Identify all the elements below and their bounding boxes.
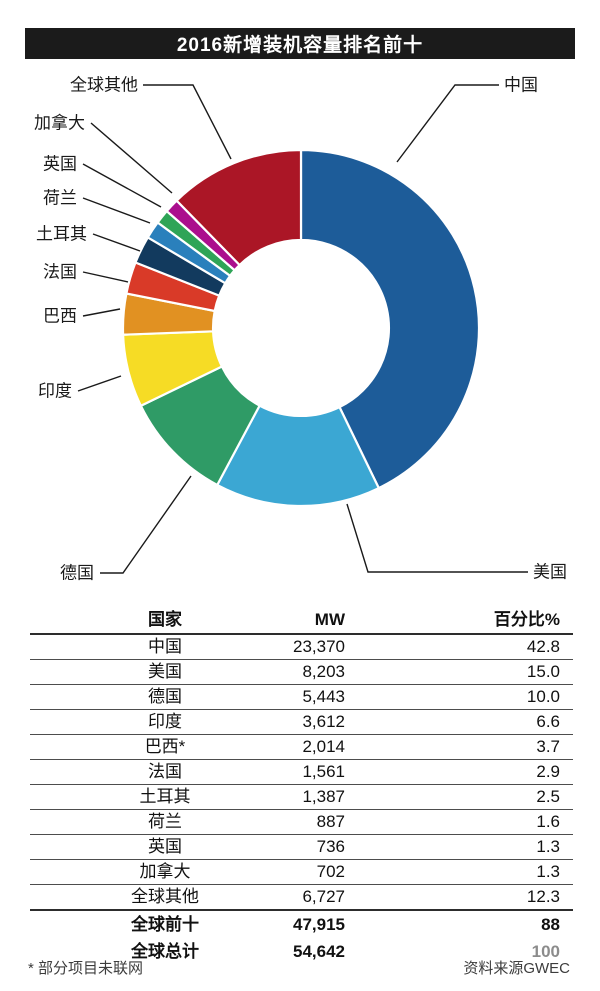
cell-mw: 3,612 — [302, 712, 345, 731]
chart-label-4: 印度 — [38, 382, 72, 401]
source-text: 资料来源GWEC — [463, 960, 570, 977]
cell-mw: 8,203 — [302, 662, 345, 681]
donut-slice-1 — [299, 148, 481, 490]
page-title: 2016新增装机容量排名前十 — [176, 35, 424, 56]
table-row: 中国 23,370 42.8 — [30, 635, 573, 660]
footnote-text: * 部分项目未联网 — [28, 960, 144, 977]
cell-country: 土耳其 — [139, 787, 191, 806]
total-label: 全球总计 — [131, 942, 199, 961]
column-header-country: 国家 — [148, 610, 182, 629]
chart-label-3: 德国 — [60, 564, 94, 583]
table-row: 巴西* 2,014 3.7 — [30, 735, 573, 760]
table-row: 全球其他 6,727 12.3 — [30, 885, 573, 911]
cell-country: 荷兰 — [148, 812, 182, 831]
cell-country: 法国 — [148, 762, 182, 781]
table-row: 印度 3,612 6.6 — [30, 710, 573, 735]
chart-label-1: 中国 — [504, 76, 538, 95]
cell-mw: 2,014 — [302, 737, 345, 756]
chart-label-6: 法国 — [43, 263, 77, 282]
cell-country: 巴西* — [144, 737, 186, 756]
column-header-mw: MW — [314, 610, 345, 629]
cell-percent: 12.3 — [526, 887, 560, 906]
total-label: 全球前十 — [131, 915, 199, 934]
cell-percent: 3.7 — [536, 737, 560, 756]
leader-line-6 — [82, 271, 129, 283]
cell-country: 印度 — [148, 712, 182, 731]
cell-country: 中国 — [148, 637, 182, 656]
chart-label-8: 荷兰 — [43, 189, 77, 208]
cell-percent: 1.6 — [536, 812, 560, 831]
leader-line-11 — [143, 84, 232, 160]
cell-percent: 10.0 — [526, 687, 560, 706]
chart-label-9: 英国 — [43, 155, 77, 174]
leader-line-7 — [92, 233, 141, 252]
table-row: 德国 5,443 10.0 — [30, 685, 573, 710]
title-bar: 2016新增装机容量排名前十 — [25, 28, 575, 59]
cell-country: 加拿大 — [139, 862, 191, 881]
leader-line-1 — [396, 84, 499, 163]
total-mw: 54,642 — [293, 942, 345, 961]
cell-mw: 5,443 — [302, 687, 345, 706]
leader-line-5 — [82, 308, 121, 317]
leader-line-2 — [346, 503, 528, 573]
leader-line-10 — [90, 122, 173, 194]
leader-line-4 — [77, 375, 122, 392]
total-mw: 47,915 — [293, 915, 345, 934]
cell-country: 全球其他 — [131, 887, 199, 906]
table-row: 英国 736 1.3 — [30, 835, 573, 860]
table-row: 土耳其 1,387 2.5 — [30, 785, 573, 810]
table-header-row: 国家 MW 百分比% — [30, 606, 573, 635]
table-body: 中国 23,370 42.8 美国 8,203 15.0 德国 5,443 10.0 印度 3,61… — [30, 635, 573, 911]
table-row: 美国 8,203 15.0 — [30, 660, 573, 685]
chart-label-2: 美国 — [533, 563, 567, 582]
cell-mw: 1,387 — [302, 787, 345, 806]
cell-mw: 1,561 — [302, 762, 345, 781]
table-row-top-ten-total: 全球前十 47,915 88 — [30, 911, 573, 938]
cell-percent: 2.5 — [536, 787, 560, 806]
table-row: 荷兰 887 1.6 — [30, 810, 573, 835]
cell-percent: 1.3 — [536, 862, 560, 881]
table-row-world-total: 全球总计 54,642 100 — [30, 938, 573, 965]
cell-mw: 23,370 — [293, 637, 345, 656]
cell-mw: 736 — [316, 837, 345, 856]
total-percent: 88 — [541, 915, 560, 934]
chart-label-5: 巴西 — [43, 307, 77, 326]
cell-percent: 2.9 — [536, 762, 560, 781]
chart-label-10: 加拿大 — [34, 113, 85, 133]
cell-percent: 6.6 — [536, 712, 560, 731]
footer: * 部分项目未联网 资料来源GWEC — [28, 957, 570, 978]
donut-slice-11 — [175, 148, 303, 267]
cell-country: 英国 — [148, 837, 182, 856]
donut-slice-2 — [215, 404, 381, 508]
cell-country: 美国 — [148, 662, 182, 681]
cell-mw: 702 — [316, 862, 345, 881]
cell-percent: 1.3 — [536, 837, 560, 856]
cell-percent: 42.8 — [526, 637, 560, 656]
cell-mw: 887 — [316, 812, 345, 831]
capacity-table: 国家 MW 百分比% 中国 23,370 42.8 美国 8,203 15.0 德国 5,44… — [30, 606, 573, 965]
leader-line-9 — [82, 163, 162, 208]
table-row: 法国 1,561 2.9 — [30, 760, 573, 785]
chart-label-7: 土耳其 — [36, 225, 87, 244]
total-percent: 100 — [531, 942, 560, 961]
chart-label-11: 全球其他 — [70, 76, 138, 95]
cell-percent: 15.0 — [526, 662, 560, 681]
cell-country: 德国 — [148, 687, 182, 706]
cell-mw: 6,727 — [302, 887, 345, 906]
leader-line-8 — [82, 197, 151, 224]
table-row: 加拿大 702 1.3 — [30, 860, 573, 885]
column-header-percent: 百分比% — [493, 610, 560, 629]
leader-line-3 — [100, 475, 192, 574]
